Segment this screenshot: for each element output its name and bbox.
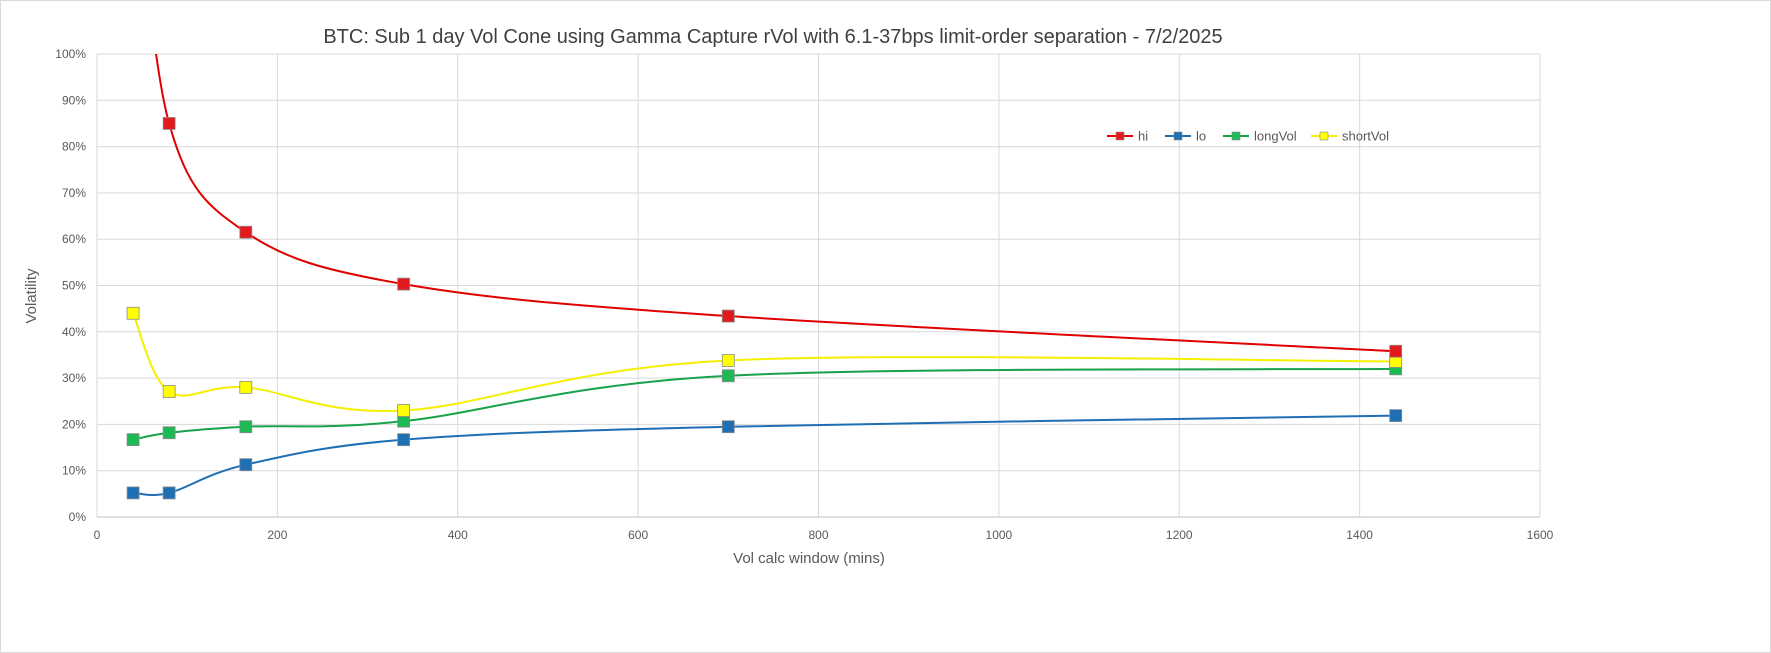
x-tick-label: 1200	[1166, 528, 1193, 542]
y-tick-label: 50%	[62, 279, 86, 293]
x-tick-label: 0	[94, 528, 101, 542]
y-tick-label: 60%	[62, 232, 86, 246]
x-tick-label: 600	[628, 528, 648, 542]
marker-lo	[721, 420, 735, 434]
marker-longVol	[721, 369, 735, 383]
y-tick-label: 80%	[62, 140, 86, 154]
marker-hi	[162, 117, 176, 130]
legend-label-shortVol: shortVol	[1342, 129, 1389, 144]
y-tick-label: 30%	[62, 371, 86, 385]
y-axis-title: Volatility	[23, 268, 40, 324]
y-tick-label: 10%	[62, 464, 86, 478]
marker-shortVol	[162, 385, 176, 398]
marker-shortVol	[239, 380, 253, 394]
marker-hi	[1389, 344, 1403, 358]
legend: hi lo longVol shortVol	[1107, 129, 1389, 144]
marker-hi	[397, 277, 411, 291]
legend-marker-lo	[1173, 131, 1183, 141]
x-axis-title: Vol calc window (mins)	[733, 550, 885, 567]
marker-shortVol	[397, 404, 411, 417]
marker-layer	[126, 117, 1403, 500]
legend-label-lo: lo	[1196, 129, 1206, 144]
x-tick-label: 200	[267, 528, 287, 542]
legend-marker-shortVol	[1319, 131, 1329, 141]
legend-label-longVol: longVol	[1254, 129, 1297, 144]
series-layer	[132, 54, 1396, 496]
y-tick-label: 90%	[62, 93, 86, 107]
marker-longVol	[126, 433, 140, 447]
x-tick-label: 1000	[986, 528, 1013, 542]
marker-longVol	[397, 414, 411, 428]
x-tick-label: 1400	[1346, 528, 1373, 542]
marker-longVol	[162, 426, 176, 440]
legend-marker-longVol	[1231, 131, 1241, 141]
marker-lo	[126, 486, 140, 500]
marker-hi	[721, 309, 735, 323]
marker-longVol	[239, 420, 253, 434]
y-tick-label: 100%	[55, 47, 86, 61]
legend-marker-hi	[1115, 131, 1125, 141]
y-tick-label: 20%	[62, 417, 86, 431]
series-line-lo	[133, 414, 1396, 496]
series-line-longVol	[132, 367, 1396, 441]
axes: 0 200 400 600 800 1000 1200 1400 1600 0% 10% 20% 30%…	[55, 47, 1553, 542]
series-line-shortVol	[132, 312, 1396, 413]
chart-title: BTC: Sub 1 day Vol Cone using Gamma Capt…	[323, 26, 1222, 48]
marker-lo	[239, 458, 253, 472]
legend-label-hi: hi	[1138, 129, 1148, 144]
x-tick-label: 1600	[1527, 528, 1554, 542]
marker-hi	[239, 225, 253, 239]
marker-lo	[1389, 409, 1403, 423]
marker-lo	[397, 433, 411, 447]
x-tick-label: 400	[448, 528, 468, 542]
marker-lo	[162, 486, 176, 500]
x-tick-label: 800	[808, 528, 828, 542]
y-tick-label: 40%	[62, 325, 86, 339]
marker-shortVol	[126, 306, 140, 320]
marker-shortVol	[721, 354, 735, 367]
y-tick-label: 70%	[62, 186, 86, 200]
y-tick-label: 0%	[69, 510, 87, 524]
grid-lines	[97, 53, 1541, 518]
